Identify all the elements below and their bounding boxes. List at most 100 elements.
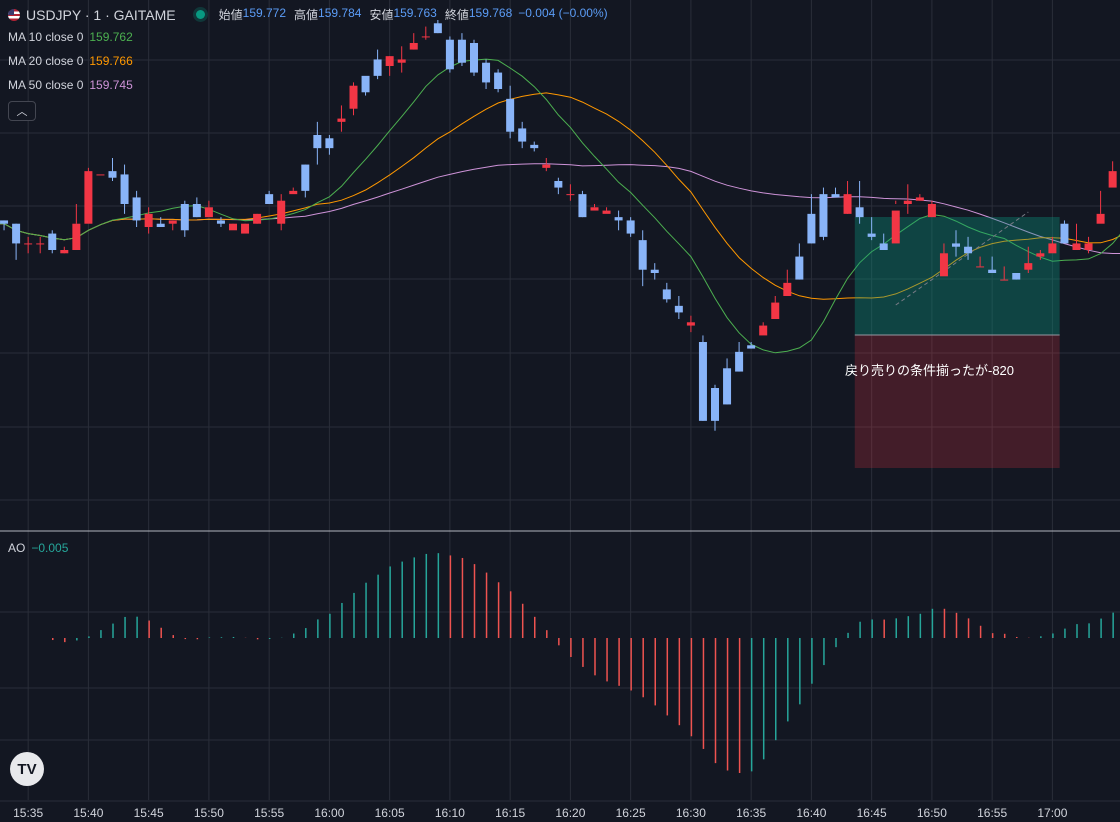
candle-body (470, 43, 478, 73)
candle (988, 256, 997, 273)
candle-body (1072, 243, 1081, 250)
candle (1048, 236, 1057, 254)
us-flag-icon (8, 8, 20, 21)
ma50-legend[interactable]: MA 50 close 0 159.745 (8, 78, 133, 92)
candle-body (1060, 223, 1069, 244)
candle-body (192, 204, 201, 218)
candle (482, 59, 491, 89)
candle (638, 230, 647, 287)
candle (530, 141, 539, 152)
candle (325, 135, 334, 155)
ma20-label: MA 20 close 0 (8, 54, 84, 68)
candle-body (590, 207, 599, 211)
close-value: 159.768 (468, 6, 513, 20)
candle (253, 213, 262, 224)
candle (590, 204, 599, 211)
candle (313, 121, 322, 165)
candle-body (662, 289, 671, 300)
time-tick-label: 16:00 (314, 806, 344, 820)
candle-body (976, 266, 985, 268)
candle (1012, 273, 1021, 280)
candle-body (602, 210, 611, 214)
candle (421, 26, 430, 40)
candle-body (807, 213, 816, 244)
candle-body (1108, 171, 1117, 188)
candle-body (265, 194, 274, 204)
candle (241, 223, 250, 234)
candle (674, 296, 683, 319)
candle-body (771, 302, 780, 319)
candle (0, 220, 9, 231)
candle-body (0, 220, 9, 224)
candle-body (988, 269, 997, 273)
position-note: 戻り売りの条件揃ったが-820 (845, 363, 1015, 378)
candle (939, 243, 948, 277)
tradingview-logo-icon[interactable]: TV (10, 752, 44, 786)
time-tick-label: 16:40 (796, 806, 826, 820)
candle-body (759, 325, 768, 336)
candle (711, 384, 719, 431)
candle (964, 236, 973, 260)
candle (385, 56, 394, 76)
chevron-up-icon: ︿ (16, 106, 28, 118)
candle (735, 342, 744, 372)
candle (1084, 236, 1093, 254)
candle (807, 194, 816, 244)
candle (771, 296, 780, 319)
candle (289, 187, 298, 195)
candle (686, 315, 695, 333)
candle (1072, 223, 1081, 250)
candle (855, 181, 864, 224)
candle-body (1084, 243, 1093, 250)
symbol-legend[interactable]: USDJPY · 1 · GAITAME 始値 159.772 高値 159.7… (8, 6, 608, 23)
ao-value: −0.005 (31, 541, 69, 555)
candle-body (325, 138, 334, 149)
candle-body (1036, 253, 1045, 257)
candle (72, 204, 81, 250)
candle-body (638, 240, 647, 270)
candle-body (60, 250, 69, 254)
candle (554, 177, 563, 195)
candle-body (831, 194, 840, 198)
candle (650, 263, 659, 280)
candle (795, 243, 804, 280)
candle (48, 230, 57, 254)
candle (867, 217, 876, 241)
candle (180, 200, 189, 237)
time-tick-label: 17:00 (1037, 806, 1067, 820)
candle (192, 197, 201, 218)
time-tick-label: 16:25 (616, 806, 646, 820)
candle-body (168, 220, 177, 224)
candle-body (747, 345, 756, 349)
candle (361, 75, 370, 96)
ao-histogram (52, 553, 1114, 773)
candle (506, 85, 515, 139)
position-tool[interactable] (854, 211, 1060, 468)
candle-body (626, 220, 635, 234)
candle-body (939, 253, 948, 277)
candle-body (156, 223, 165, 227)
candle-body (855, 207, 864, 218)
candle (831, 187, 840, 198)
time-tick-label: 16:05 (375, 806, 405, 820)
candle (915, 194, 924, 201)
ma20-legend[interactable]: MA 20 close 0 159.766 (8, 54, 133, 68)
ma10-legend[interactable]: MA 10 close 0 159.762 (8, 30, 133, 44)
high-value: 159.784 (318, 6, 362, 20)
collapse-legend-button[interactable]: ︿ (8, 101, 36, 121)
candle-body (361, 75, 370, 93)
candle-body (554, 181, 563, 188)
candle (470, 39, 478, 76)
candle (518, 121, 527, 149)
change-value: −0.004 (−0.00%) (518, 6, 608, 20)
symbol-title: USDJPY · 1 · GAITAME (26, 6, 176, 23)
candle-body (36, 243, 45, 245)
ao-legend[interactable]: AO −0.005 (8, 541, 68, 555)
candle (952, 230, 960, 257)
candle-body (409, 43, 418, 50)
candle-body (397, 59, 406, 63)
ma20-line (0, 92, 1120, 300)
candle (216, 217, 225, 227)
time-axis[interactable]: 15:35 15:40 15:45 15:50 15:55 16:00 16:05 16:10… (0, 800, 1120, 820)
